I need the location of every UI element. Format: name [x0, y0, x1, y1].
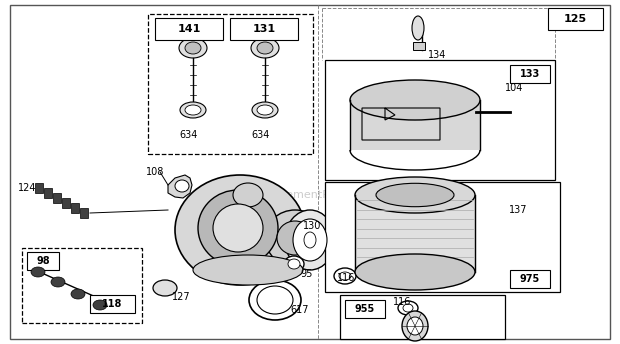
Bar	[35, 183, 43, 193]
Text: 118: 118	[102, 299, 123, 309]
Ellipse shape	[257, 105, 273, 115]
Ellipse shape	[355, 177, 475, 213]
Ellipse shape	[193, 255, 303, 285]
Ellipse shape	[402, 311, 428, 341]
Ellipse shape	[251, 38, 279, 58]
Bar	[27, 252, 59, 270]
Ellipse shape	[175, 180, 189, 192]
Ellipse shape	[185, 105, 201, 115]
Bar	[340, 295, 505, 339]
Text: 133: 133	[520, 69, 540, 79]
Ellipse shape	[153, 280, 177, 296]
PathPatch shape	[168, 175, 192, 198]
Ellipse shape	[407, 317, 423, 335]
Ellipse shape	[51, 277, 65, 287]
Text: 116: 116	[337, 273, 355, 283]
Bar	[350, 100, 480, 150]
Text: 634: 634	[252, 130, 270, 140]
Ellipse shape	[293, 219, 327, 261]
Text: 124: 124	[18, 183, 37, 193]
Ellipse shape	[257, 286, 293, 314]
Bar	[90, 295, 135, 313]
Bar	[325, 60, 555, 180]
Ellipse shape	[175, 175, 305, 285]
Ellipse shape	[213, 204, 263, 252]
Text: 116: 116	[393, 297, 412, 307]
Bar	[345, 300, 385, 318]
Ellipse shape	[198, 190, 278, 266]
Bar	[510, 270, 550, 288]
Ellipse shape	[257, 42, 273, 54]
Ellipse shape	[288, 259, 300, 269]
Ellipse shape	[180, 102, 206, 118]
Text: 95: 95	[300, 269, 312, 279]
Ellipse shape	[31, 267, 45, 277]
Ellipse shape	[334, 268, 356, 284]
Ellipse shape	[185, 42, 201, 54]
Bar	[413, 42, 425, 50]
Text: 617: 617	[290, 305, 309, 315]
Bar	[44, 188, 52, 198]
Bar	[230, 18, 298, 40]
Ellipse shape	[179, 38, 207, 58]
Text: 137: 137	[509, 205, 528, 215]
Text: 108: 108	[146, 167, 164, 177]
Ellipse shape	[412, 16, 424, 40]
Bar	[22, 248, 142, 323]
Ellipse shape	[252, 102, 278, 118]
Text: 125: 125	[564, 14, 587, 24]
Text: 131: 131	[252, 24, 275, 34]
Bar	[155, 18, 223, 40]
Bar	[53, 193, 61, 203]
Ellipse shape	[355, 254, 475, 290]
Text: 130: 130	[303, 221, 321, 231]
Text: 955: 955	[355, 304, 375, 314]
Ellipse shape	[304, 232, 316, 248]
Text: 98: 98	[36, 256, 50, 266]
Bar	[548, 8, 603, 30]
Ellipse shape	[376, 183, 454, 207]
Bar	[325, 182, 560, 292]
Ellipse shape	[285, 210, 335, 270]
Ellipse shape	[277, 221, 313, 255]
Text: 975: 975	[520, 274, 540, 284]
Text: eReplacementParts.com: eReplacementParts.com	[242, 190, 378, 200]
Bar	[510, 65, 550, 83]
Ellipse shape	[339, 272, 351, 280]
Ellipse shape	[265, 210, 325, 266]
Text: 141: 141	[177, 24, 201, 34]
Ellipse shape	[350, 80, 480, 120]
Ellipse shape	[403, 304, 413, 312]
Bar	[71, 203, 79, 213]
Ellipse shape	[71, 289, 85, 299]
Bar	[80, 208, 88, 218]
Ellipse shape	[249, 280, 301, 320]
Ellipse shape	[284, 256, 304, 272]
Text: 127: 127	[172, 292, 190, 302]
Bar	[62, 198, 70, 208]
Ellipse shape	[93, 300, 107, 310]
Text: 134: 134	[428, 50, 446, 60]
Bar	[148, 14, 313, 154]
Text: 634: 634	[180, 130, 198, 140]
Text: 104: 104	[505, 83, 523, 93]
Ellipse shape	[233, 183, 263, 207]
Ellipse shape	[398, 301, 418, 315]
